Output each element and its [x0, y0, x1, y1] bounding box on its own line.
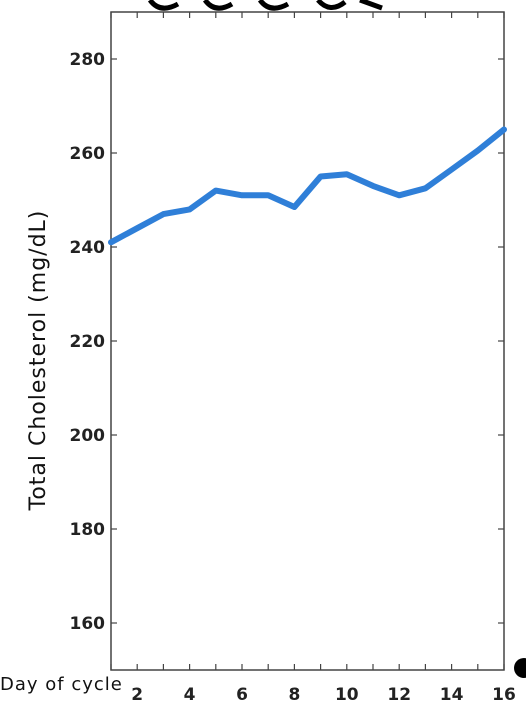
x-tick-labels: 2 4 6 8 10 12 14 16 — [131, 685, 516, 705]
plot-frame — [110, 11, 505, 671]
x-tick-label: 16 — [492, 685, 516, 705]
x-tick-label: 12 — [387, 685, 411, 705]
y-tick-label: 260 — [70, 144, 106, 164]
axis-ticks — [110, 12, 505, 670]
y-tick-label: 280 — [70, 50, 106, 70]
y-axis-label: Total Cholesterol (mg/dL) — [26, 210, 51, 512]
y-tick-label: 200 — [70, 426, 106, 446]
y-tick-label: 240 — [70, 238, 106, 258]
top-title-scribble — [147, 0, 383, 11]
plot-area-border — [110, 11, 505, 671]
y-tick-labels: 160 180 200 220 240 260 280 — [70, 50, 106, 634]
y-tick-label: 180 — [70, 520, 106, 540]
x-tick-label: 8 — [288, 685, 300, 705]
y-tick-label: 220 — [70, 332, 106, 352]
series-line — [108, 126, 507, 246]
x-tick-label: 14 — [440, 685, 464, 705]
x-axis-label: Day of cycle — [0, 674, 123, 695]
y-tick-label: 160 — [70, 614, 106, 634]
x-tick-label: 4 — [184, 685, 196, 705]
x-tick-label: 2 — [131, 685, 143, 705]
x-tick-label: 10 — [335, 685, 359, 705]
series-group — [108, 126, 507, 246]
x-tick-label: 6 — [236, 685, 248, 705]
corner-ink-mark — [514, 658, 526, 678]
